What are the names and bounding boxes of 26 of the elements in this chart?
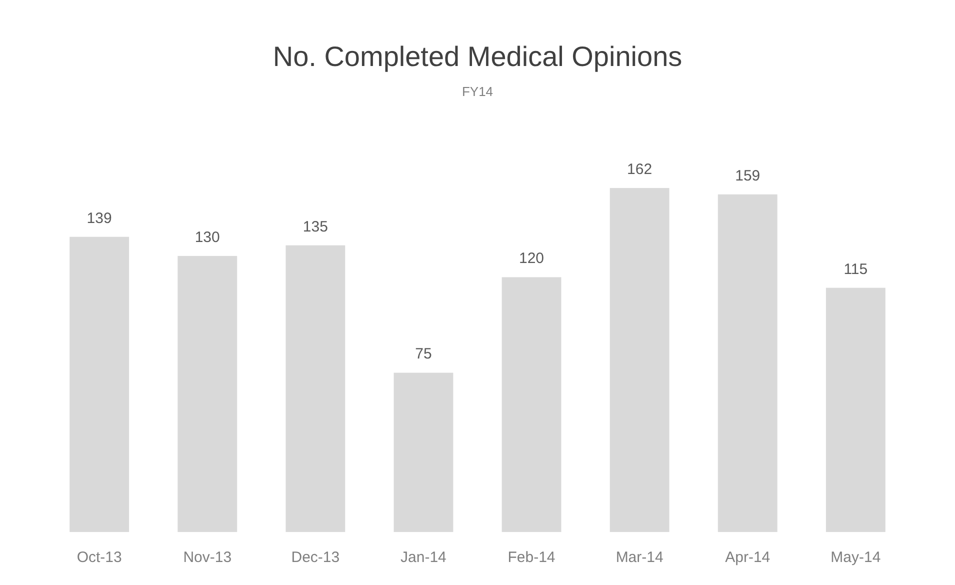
bar bbox=[178, 256, 238, 532]
x-tick-label: May-14 bbox=[830, 549, 881, 566]
bar bbox=[610, 188, 670, 532]
x-tick-label: Jan-14 bbox=[400, 549, 446, 566]
data-label: 75 bbox=[415, 346, 432, 363]
data-label: 162 bbox=[627, 161, 652, 178]
bar bbox=[502, 277, 562, 532]
bar bbox=[394, 372, 454, 532]
bar bbox=[718, 194, 778, 532]
x-tick-label: Oct-13 bbox=[76, 549, 122, 566]
data-label: 115 bbox=[844, 260, 868, 278]
bar bbox=[826, 288, 886, 532]
data-label: 130 bbox=[194, 228, 220, 246]
data-label: 139 bbox=[86, 210, 112, 227]
data-label: 135 bbox=[302, 218, 328, 236]
data-label: 120 bbox=[519, 250, 544, 268]
x-tick-label: Feb-14 bbox=[508, 549, 556, 566]
x-tick-label: Apr-14 bbox=[725, 549, 770, 566]
chart-subtitle: FY14 bbox=[462, 84, 494, 99]
x-tick-label: Nov-13 bbox=[183, 549, 232, 566]
bar bbox=[286, 245, 346, 532]
chart-title: No. Completed Medical Opinions bbox=[272, 41, 682, 72]
data-label: 159 bbox=[735, 167, 760, 184]
bar bbox=[70, 236, 130, 532]
x-tick-label: Dec-13 bbox=[291, 549, 340, 566]
x-tick-label: Mar-14 bbox=[616, 549, 664, 566]
